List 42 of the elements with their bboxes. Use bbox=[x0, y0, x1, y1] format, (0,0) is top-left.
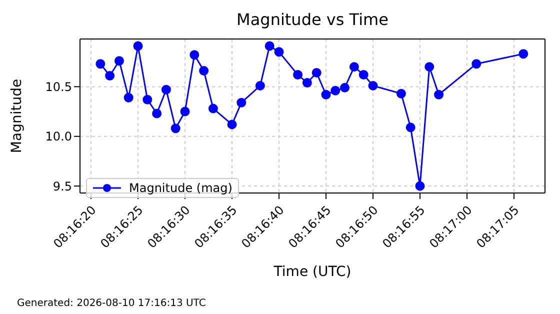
point bbox=[312, 68, 322, 78]
point bbox=[124, 92, 134, 102]
point bbox=[518, 49, 528, 59]
point bbox=[236, 98, 246, 108]
y-axis-title: Magnitude bbox=[8, 78, 25, 154]
point bbox=[424, 62, 434, 72]
point bbox=[368, 80, 378, 90]
point bbox=[330, 86, 340, 96]
point bbox=[349, 62, 359, 72]
point bbox=[321, 90, 331, 100]
point bbox=[358, 70, 368, 80]
point bbox=[152, 108, 162, 118]
text: Generated: 2026-08-10 17:16:13 UTC bbox=[17, 298, 206, 309]
chart-title: Magnitude vs Time bbox=[236, 10, 390, 29]
y-tick-label: 10.5 bbox=[45, 80, 72, 94]
point bbox=[199, 66, 209, 76]
point bbox=[434, 90, 444, 100]
point bbox=[472, 59, 482, 69]
point bbox=[340, 82, 350, 92]
point bbox=[170, 124, 180, 134]
point bbox=[255, 80, 265, 90]
point bbox=[208, 104, 218, 114]
point bbox=[302, 78, 312, 88]
point bbox=[180, 106, 190, 116]
point bbox=[161, 84, 171, 94]
point bbox=[190, 50, 200, 60]
point bbox=[227, 120, 237, 130]
point bbox=[274, 47, 284, 57]
point bbox=[415, 181, 425, 191]
y-tick-label: 9.5 bbox=[52, 179, 72, 194]
point bbox=[396, 88, 406, 98]
point bbox=[96, 59, 106, 69]
y-tick-label: 10.0 bbox=[45, 130, 72, 144]
point bbox=[105, 71, 115, 81]
point bbox=[293, 70, 303, 80]
legend-label: Magnitude (mag) bbox=[129, 181, 232, 195]
point bbox=[142, 94, 152, 104]
point bbox=[114, 56, 124, 66]
point bbox=[406, 122, 416, 132]
point bbox=[264, 41, 274, 51]
point bbox=[133, 41, 143, 51]
x-axis-title: Time (UTC) bbox=[272, 264, 352, 280]
